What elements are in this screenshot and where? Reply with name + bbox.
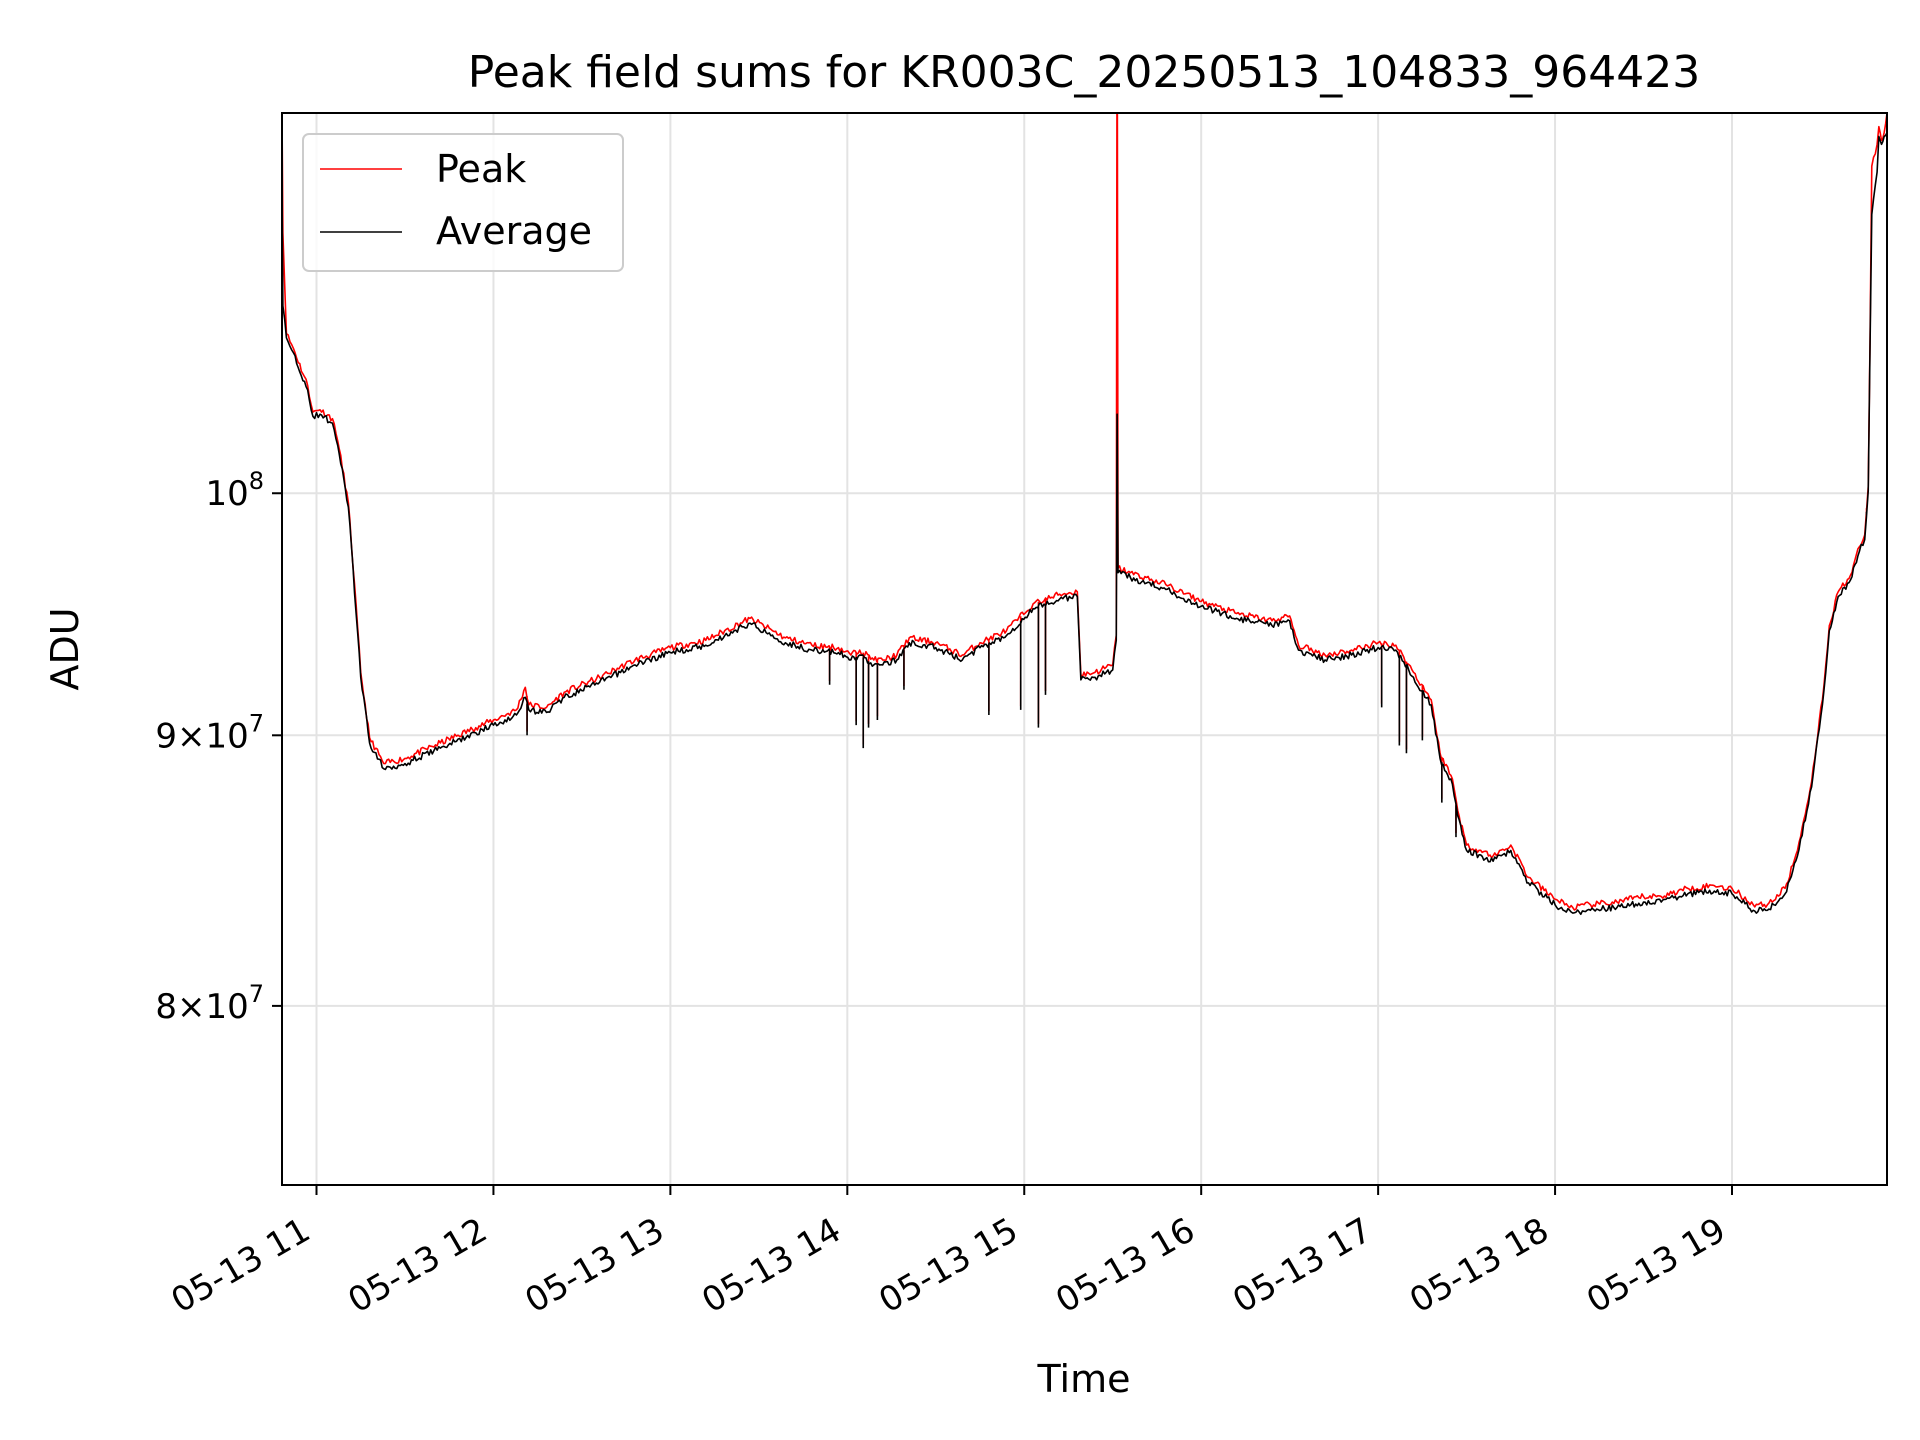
y-tick-label: 9×107 [155,709,264,756]
y-axis: 108 9×107 8×107 [155,467,282,1027]
chart-title: Peak field sums for KR003C_20250513_1048… [468,47,1700,98]
plot-area [282,113,1887,916]
y-axis-label: ADU [43,607,87,690]
y-tick-label: 8×107 [155,980,264,1027]
series-line-average [282,132,1887,916]
legend-label-average: Average [436,209,592,253]
y-tick-label: 108 [205,467,264,514]
legend-label-peak: Peak [436,147,526,191]
plot-frame [281,112,1888,1186]
legend: Peak Average [302,133,624,272]
x-axis-label: Time [1037,1357,1131,1401]
grid [282,113,1887,1185]
